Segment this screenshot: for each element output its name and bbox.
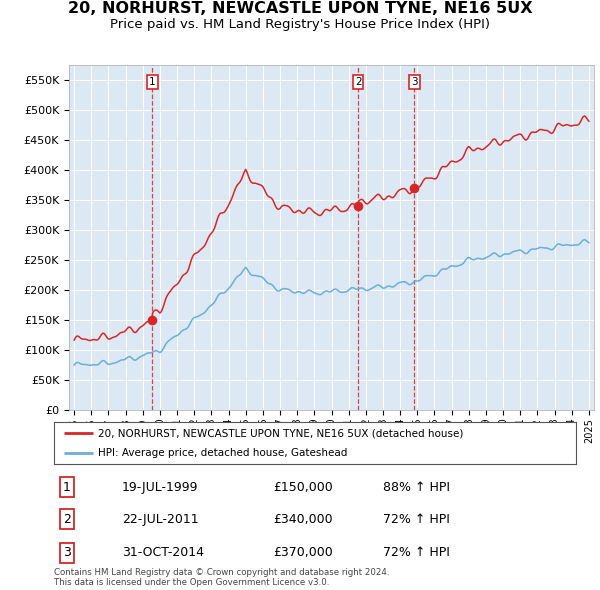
Text: 20, NORHURST, NEWCASTLE UPON TYNE, NE16 5UX: 20, NORHURST, NEWCASTLE UPON TYNE, NE16 … (68, 1, 532, 16)
Text: 3: 3 (411, 77, 418, 87)
Text: £370,000: £370,000 (273, 546, 333, 559)
Text: 72% ↑ HPI: 72% ↑ HPI (383, 546, 450, 559)
Text: 22-JUL-2011: 22-JUL-2011 (122, 513, 199, 526)
Text: 88% ↑ HPI: 88% ↑ HPI (383, 481, 450, 494)
Text: 31-OCT-2014: 31-OCT-2014 (122, 546, 204, 559)
Text: 1: 1 (149, 77, 155, 87)
Text: 20, NORHURST, NEWCASTLE UPON TYNE, NE16 5UX (detached house): 20, NORHURST, NEWCASTLE UPON TYNE, NE16 … (98, 428, 464, 438)
Text: 1: 1 (63, 481, 71, 494)
Text: This data is licensed under the Open Government Licence v3.0.: This data is licensed under the Open Gov… (54, 578, 329, 587)
Text: 2: 2 (355, 77, 361, 87)
Text: 19-JUL-1999: 19-JUL-1999 (122, 481, 199, 494)
Text: 3: 3 (63, 546, 71, 559)
Text: 2: 2 (63, 513, 71, 526)
Text: 72% ↑ HPI: 72% ↑ HPI (383, 513, 450, 526)
Text: HPI: Average price, detached house, Gateshead: HPI: Average price, detached house, Gate… (98, 448, 348, 458)
Text: Contains HM Land Registry data © Crown copyright and database right 2024.: Contains HM Land Registry data © Crown c… (54, 568, 389, 576)
Text: £150,000: £150,000 (273, 481, 333, 494)
Text: Price paid vs. HM Land Registry's House Price Index (HPI): Price paid vs. HM Land Registry's House … (110, 18, 490, 31)
Text: £340,000: £340,000 (273, 513, 333, 526)
